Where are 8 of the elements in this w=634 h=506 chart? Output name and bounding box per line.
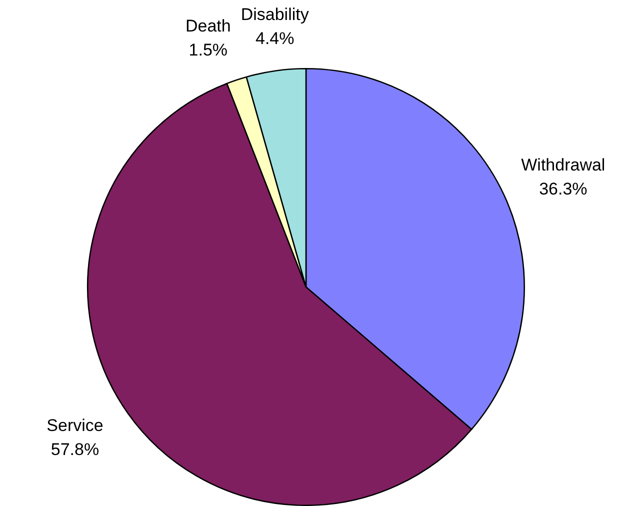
data-label: 1.5% [188,40,228,60]
slice-label: Disability [240,5,310,24]
data-label: 4.4% [255,29,294,48]
slice-label: Service [46,416,104,436]
data-label: 57.8% [50,440,100,460]
data-label: 36.3% [539,179,588,198]
slice-label: Death [185,16,231,36]
slice-label: Withdrawal [521,155,606,174]
